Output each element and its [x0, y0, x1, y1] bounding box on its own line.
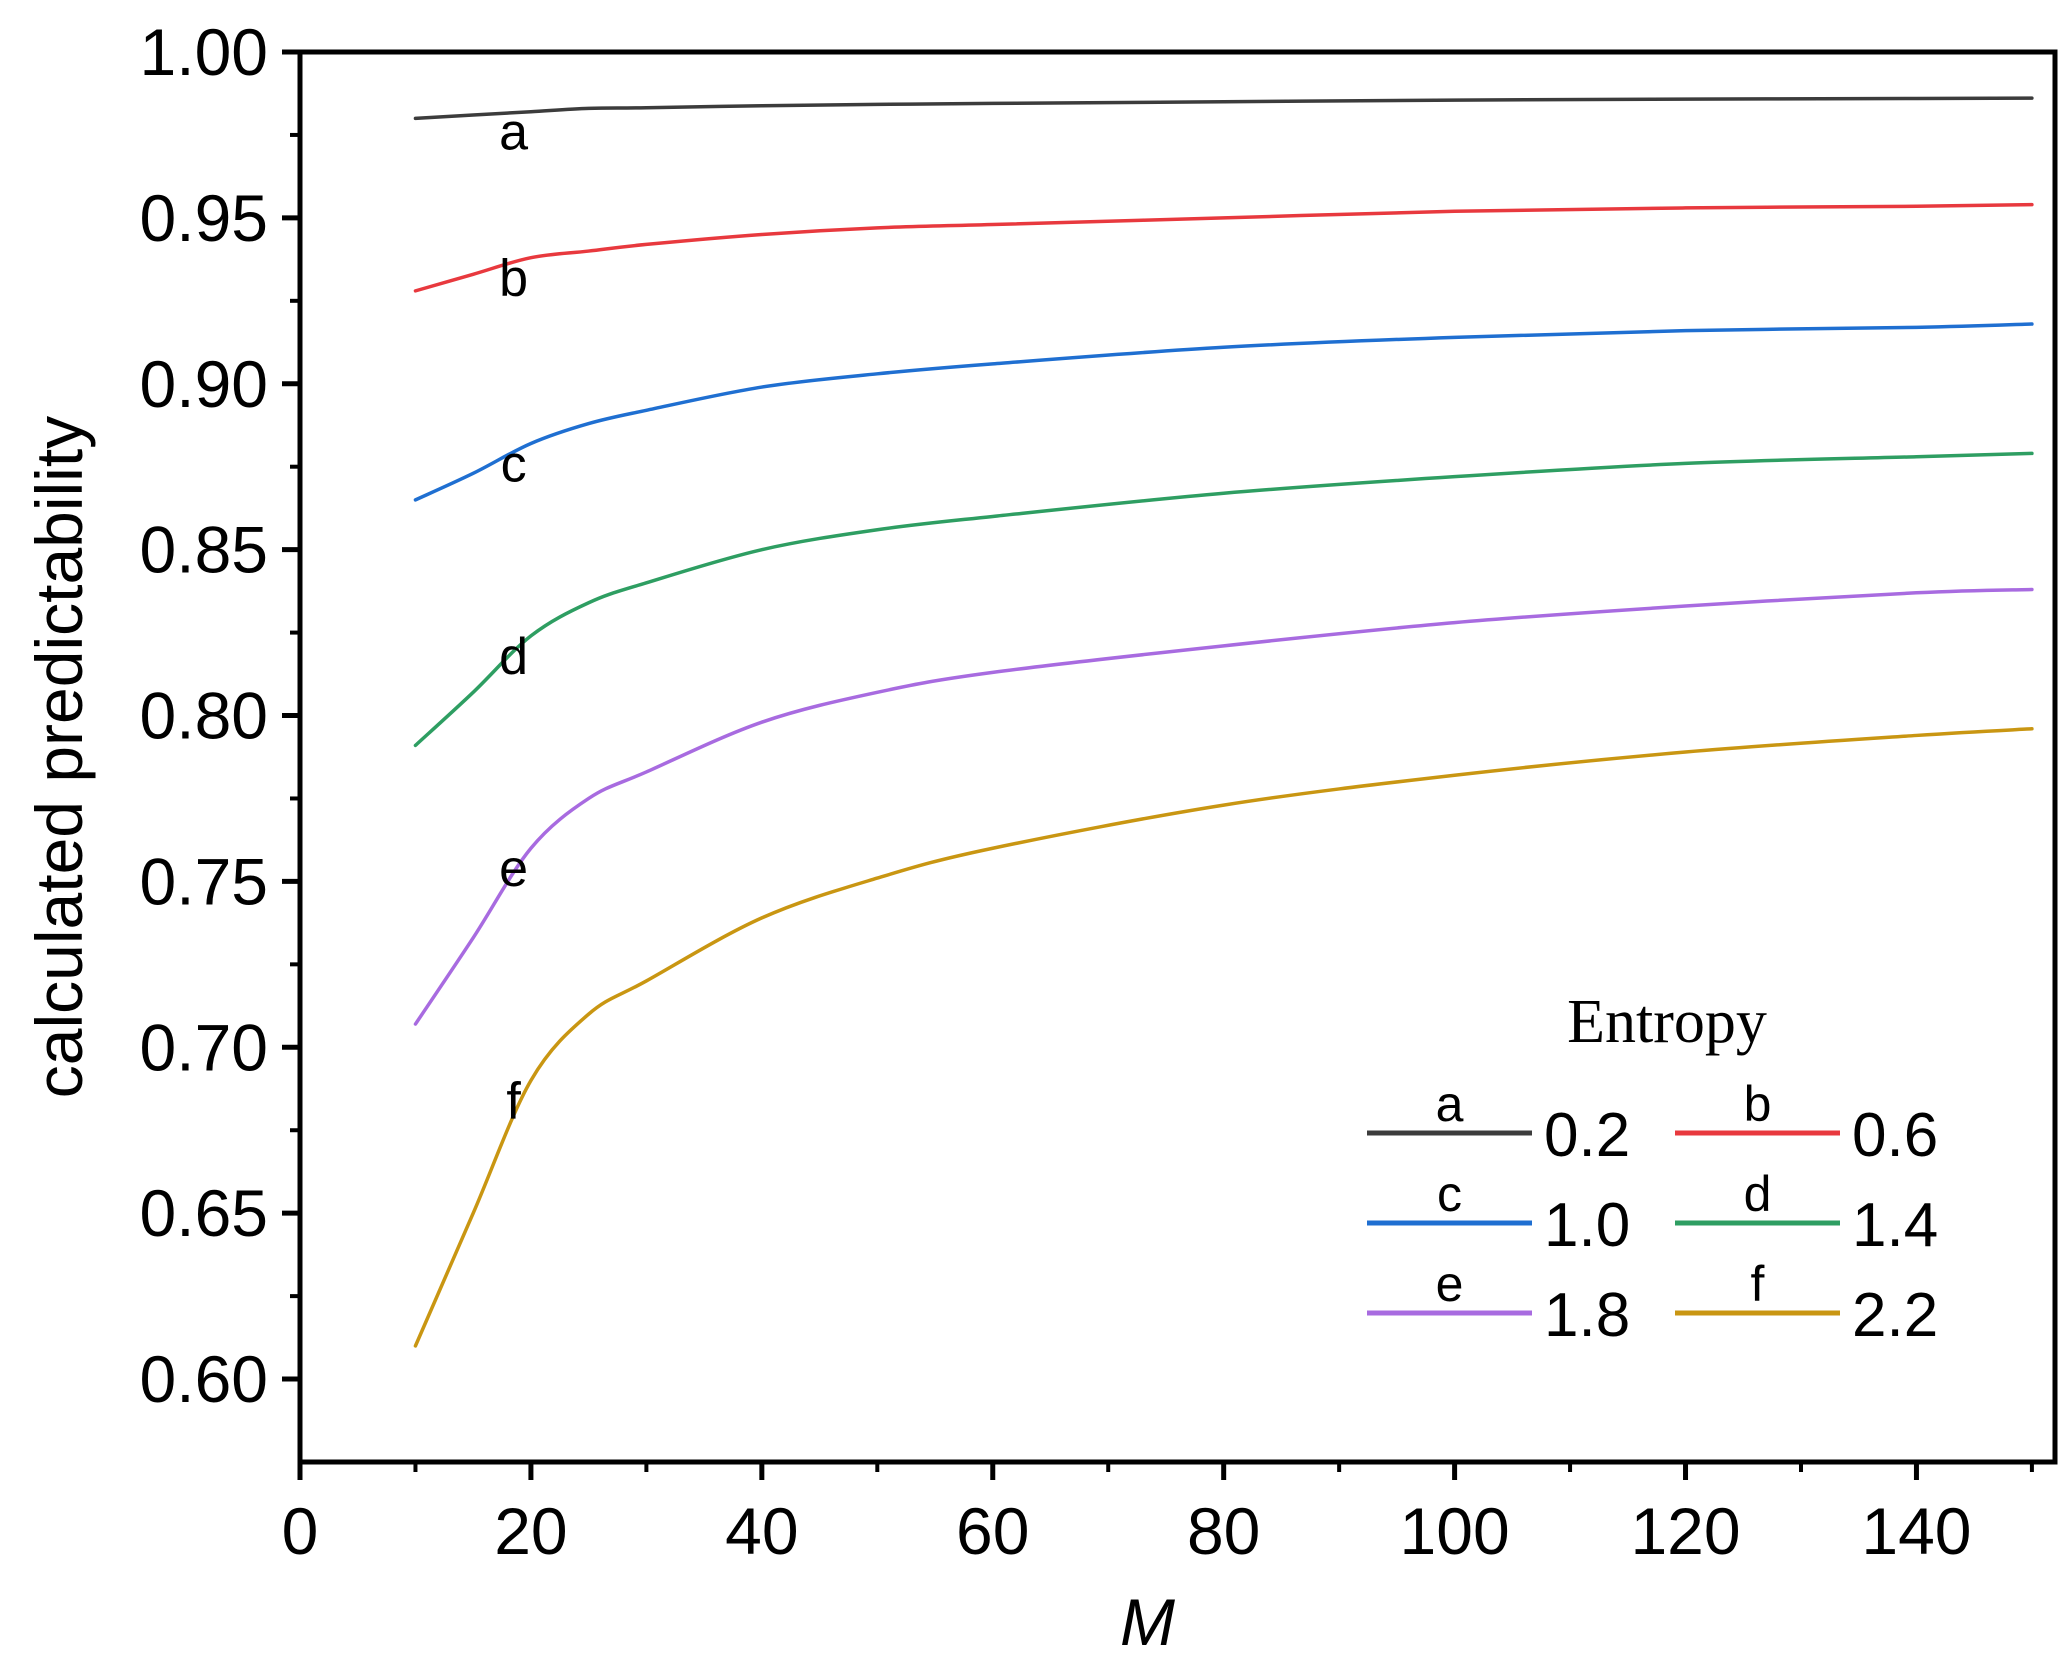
x-tick-label: 0: [282, 1494, 319, 1568]
y-tick-label: 0.95: [140, 181, 268, 255]
y-tick-label: 0.65: [140, 1176, 268, 1250]
plot-frame: [297, 49, 2058, 1465]
series-line-a: [413, 96, 2034, 121]
legend-letter-c: c: [1437, 1166, 1462, 1222]
series-line-f: [413, 727, 2034, 1348]
legend-letter-f: f: [1751, 1256, 1765, 1312]
x-tick-label: 40: [725, 1494, 798, 1568]
legend-value-a: 0.2: [1544, 1101, 1630, 1170]
legend-value-b: 0.6: [1852, 1101, 1938, 1170]
x-tick-label: 120: [1630, 1494, 1740, 1568]
y-tick-label: 0.70: [140, 1010, 268, 1084]
legend: Entropy a 0.2 b 0.6 c 1.0 d 1.4 e 1.8 f 2.2: [1367, 988, 1938, 1350]
curve-labels-layer: a b c d e f: [499, 104, 528, 1131]
series-line-b: [413, 202, 2034, 293]
series-line-d: [413, 451, 2034, 748]
legend-letter-e: e: [1436, 1256, 1464, 1312]
y-axis: 0.60 0.65 0.70 0.75 0.80 0.85 0.90 0.95 1.00: [140, 15, 300, 1416]
y-tick-label: 0.60: [140, 1342, 268, 1416]
y-tick-label: 1.00: [140, 15, 268, 89]
series-label-e: e: [499, 840, 528, 898]
y-tick-label: 0.90: [140, 347, 268, 421]
legend-value-e: 1.8: [1544, 1281, 1630, 1350]
x-axis: 0 20 40 60 80 100 120 140: [282, 1462, 2034, 1568]
curves-layer: [413, 96, 2034, 1348]
x-tick-label: 20: [494, 1494, 567, 1568]
legend-value-c: 1.0: [1544, 1191, 1630, 1260]
series-label-a: a: [499, 104, 528, 162]
x-tick-label: 100: [1400, 1494, 1510, 1568]
legend-letter-d: d: [1744, 1166, 1772, 1222]
y-tick-label: 0.80: [140, 679, 268, 753]
x-axis-title: M: [1120, 1585, 1175, 1659]
legend-value-f: 2.2: [1852, 1281, 1938, 1350]
y-tick-label: 0.75: [140, 844, 268, 918]
series-label-f: f: [506, 1072, 521, 1130]
series-label-c: c: [501, 435, 527, 493]
series-line-e: [413, 587, 2034, 1026]
legend-title: Entropy: [1567, 988, 1767, 1056]
series-line-c: [413, 322, 2034, 502]
series-label-d: d: [499, 628, 528, 686]
x-tick-label: 140: [1861, 1494, 1971, 1568]
x-tick-label: 60: [956, 1494, 1029, 1568]
x-tick-label: 80: [1187, 1494, 1260, 1568]
legend-value-d: 1.4: [1852, 1191, 1938, 1260]
legend-letter-a: a: [1436, 1076, 1464, 1132]
y-axis-title: calculated predictability: [22, 416, 96, 1098]
y-tick-label: 0.85: [140, 513, 268, 587]
series-label-b: b: [499, 250, 528, 308]
legend-letter-b: b: [1744, 1076, 1772, 1132]
